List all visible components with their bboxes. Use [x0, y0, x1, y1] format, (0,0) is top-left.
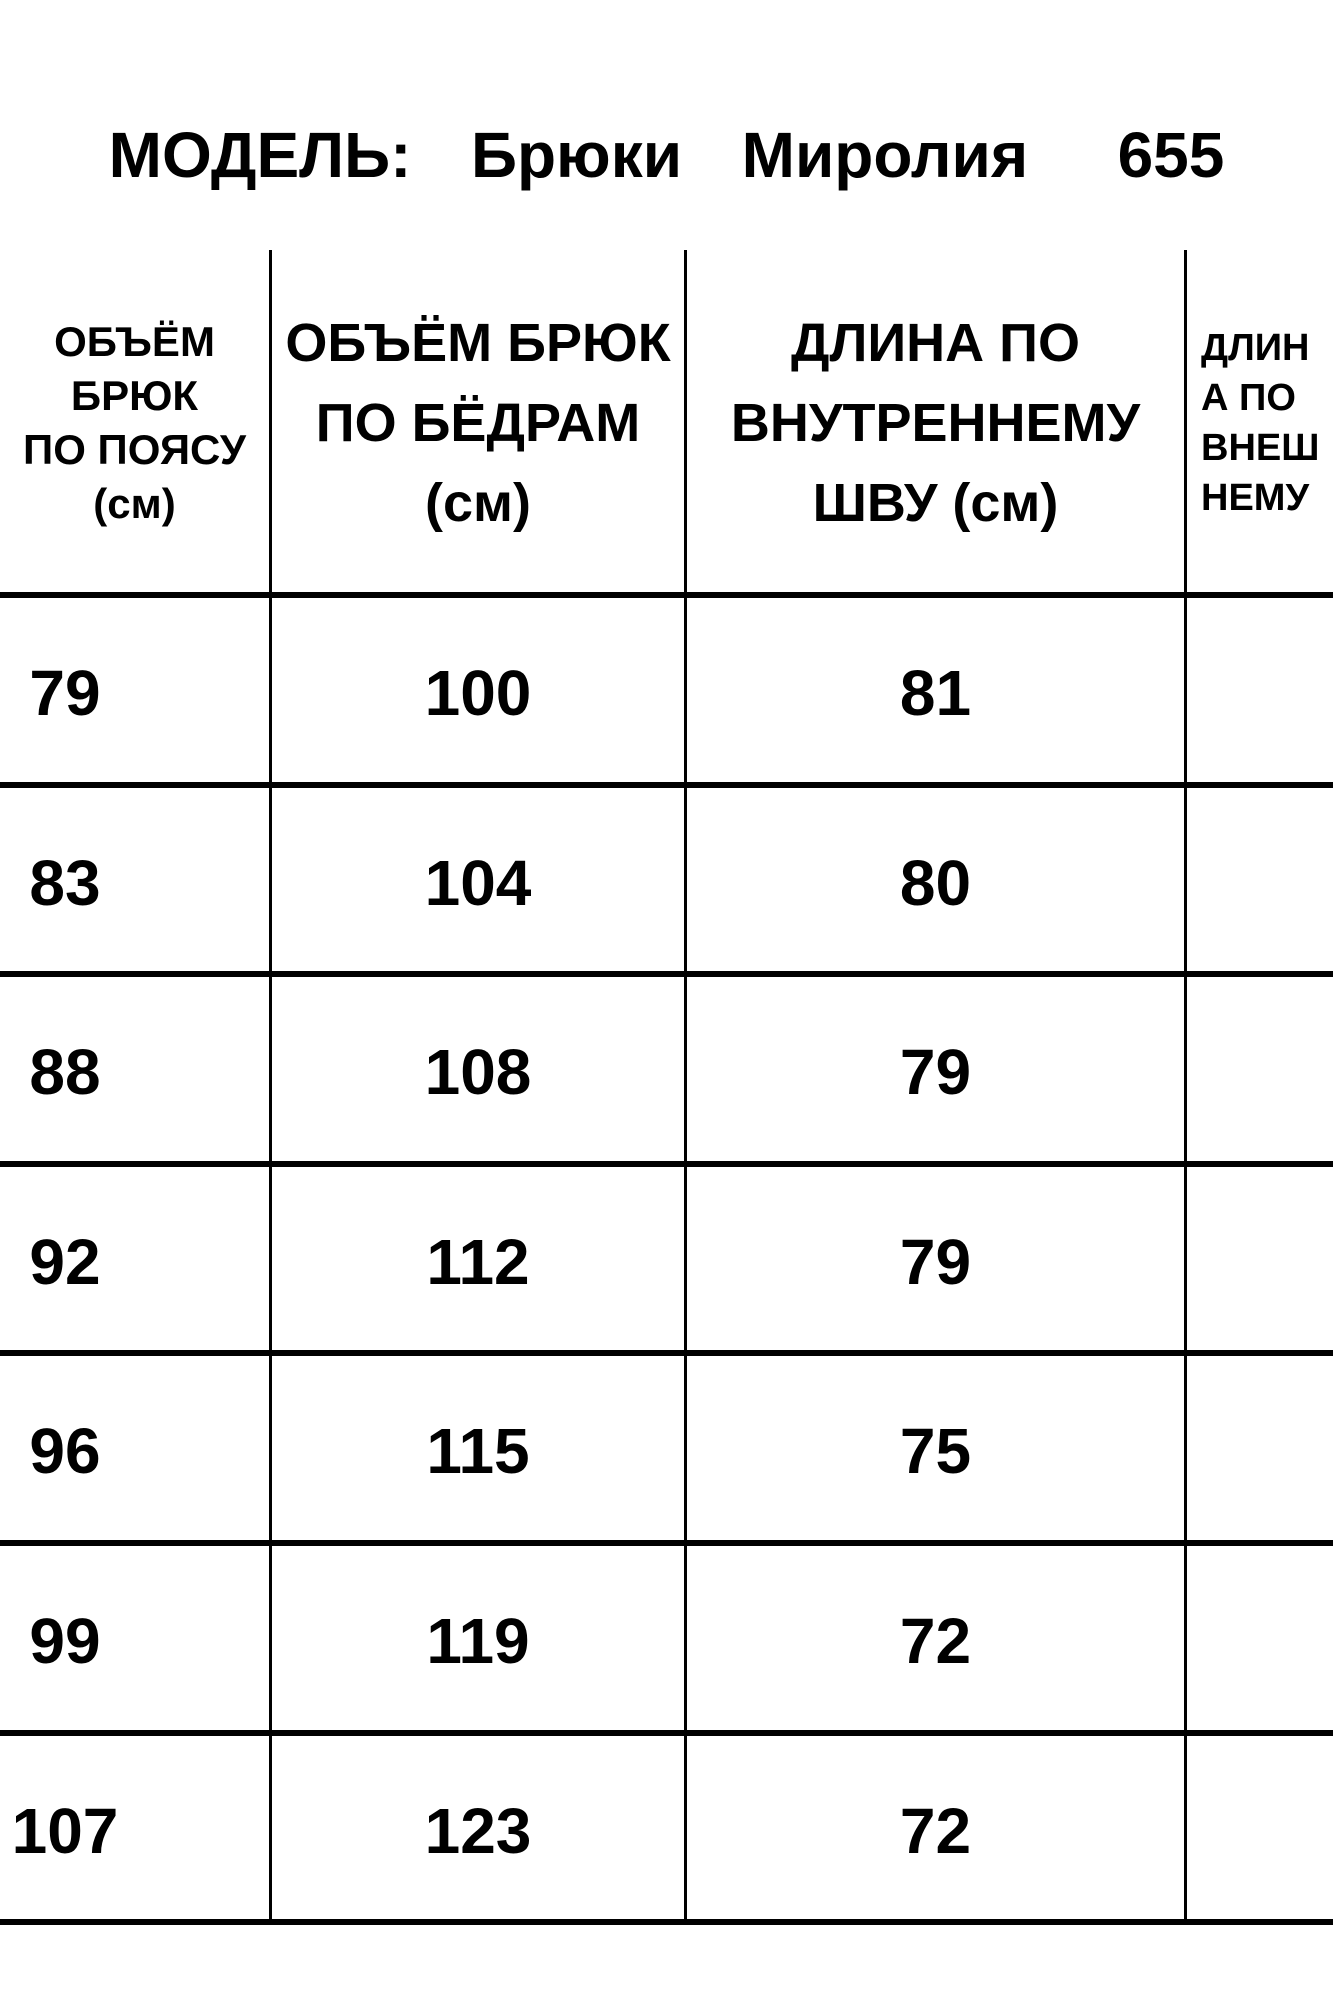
table-cell: 72 [687, 1546, 1184, 1735]
cell-value: 112 [426, 1225, 530, 1298]
row-divider [0, 1161, 1333, 1167]
column-divider [684, 250, 687, 1922]
table-cell: 123 [272, 1736, 684, 1925]
cell-value: 123 [424, 1794, 532, 1867]
row-divider [0, 782, 1333, 788]
cell-value: 100 [424, 656, 532, 729]
table-cell: 99 [0, 1546, 130, 1735]
table-cell: 75 [687, 1356, 1184, 1545]
table-cell: 112 [272, 1167, 684, 1356]
header-waist: ОБЪЁМ БРЮК ПО ПОЯСУ (см) [0, 250, 269, 595]
table-cell: 115 [272, 1356, 684, 1545]
column-divider [269, 250, 272, 1922]
header-inseam-label: ДЛИНА ПО ВНУТРЕННЕМУ ШВУ (см) [730, 312, 1141, 533]
cell-value: 92 [29, 1225, 101, 1298]
table-cell: 104 [272, 788, 684, 977]
row-divider [0, 1540, 1333, 1546]
table-cell: 81 [687, 598, 1184, 787]
cell-value: 79 [899, 1035, 972, 1108]
table-cell: 83 [0, 788, 130, 977]
table-cell: 119 [272, 1546, 684, 1735]
cell-value: 83 [29, 846, 101, 919]
column-divider [1184, 250, 1187, 1922]
cell-value: 72 [899, 1794, 972, 1867]
table-cell: 79 [0, 598, 130, 787]
cell-value: 99 [29, 1604, 101, 1677]
table-cell: 96 [0, 1356, 130, 1545]
table-cell: 88 [0, 977, 130, 1166]
cell-value: 72 [899, 1604, 972, 1677]
row-divider [0, 1730, 1333, 1736]
header-inseam: ДЛИНА ПО ВНУТРЕННЕМУ ШВУ (см) [687, 250, 1184, 595]
table-cell: 80 [687, 788, 1184, 977]
table-cell: 79 [687, 977, 1184, 1166]
header-outseam-label: ДЛИНА ПО ВНЕШНЕМУ [1201, 326, 1320, 519]
cell-value: 88 [29, 1035, 101, 1108]
row-divider [0, 971, 1333, 977]
cell-value: 79 [899, 1225, 972, 1298]
header-waist-label: ОБЪЁМ БРЮК ПО ПОЯСУ (см) [23, 317, 246, 527]
cell-value: 104 [424, 846, 532, 919]
table-cell: 72 [687, 1736, 1184, 1925]
row-divider [0, 592, 1333, 598]
cell-value: 115 [426, 1414, 530, 1487]
cell-value: 107 [11, 1794, 119, 1867]
table-cell: 108 [272, 977, 684, 1166]
header-outseam: ДЛИНА ПО ВНЕШНЕМУ [1187, 250, 1333, 595]
header-hips: ОБЪЁМ БРЮК ПО БЁДРАМ (см) [272, 250, 684, 595]
table-cell: 107 [0, 1736, 130, 1925]
cell-value: 108 [424, 1035, 532, 1108]
cell-value: 79 [29, 656, 101, 729]
page-title: МОДЕЛЬ: Брюки Миролия 655 [108, 119, 1225, 191]
table-cell: 79 [687, 1167, 1184, 1356]
cell-value: 96 [29, 1414, 101, 1487]
table-cell: 92 [0, 1167, 130, 1356]
cell-value: 80 [899, 846, 972, 919]
row-divider [0, 1919, 1333, 1925]
cell-value: 75 [899, 1414, 972, 1487]
row-divider [0, 1350, 1333, 1356]
table-cell: 100 [272, 598, 684, 787]
cell-value: 119 [426, 1604, 530, 1677]
header-hips-label: ОБЪЁМ БРЮК ПО БЁДРАМ (см) [285, 312, 671, 533]
cell-value: 81 [899, 656, 972, 729]
